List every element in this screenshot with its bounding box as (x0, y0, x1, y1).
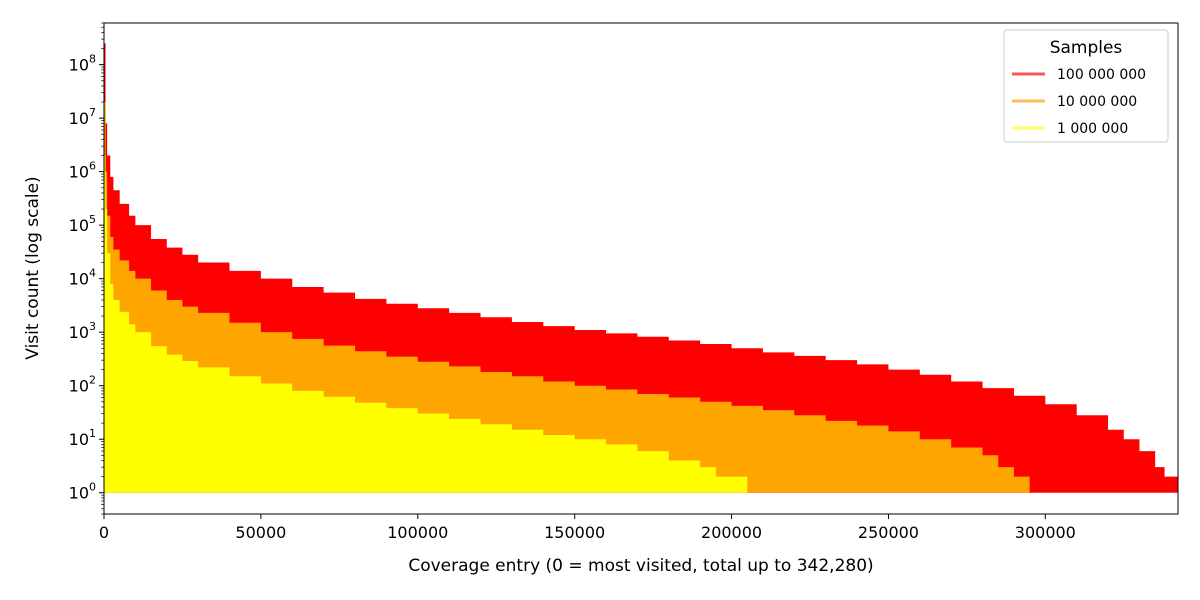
legend-items: 100 000 000 10 000 000 1 000 000 (1012, 67, 1146, 137)
legend: Samples 100 000 000 10 000 000 1 000 000 (1003, 29, 1169, 143)
y-axis-label: Visit count (log scale) (23, 176, 43, 359)
x-tick-label: 300000 (1015, 523, 1076, 542)
legend-title: Samples (1050, 38, 1123, 58)
legend-label: 100 000 000 (1057, 67, 1146, 83)
x-tick-label: 200000 (701, 523, 762, 542)
x-tick-label: 250000 (858, 523, 919, 542)
series-layer (104, 43, 1178, 493)
legend-frame (1003, 29, 1169, 143)
y-tick-label: 100 (69, 481, 96, 503)
y-tick-label: 102 (69, 374, 96, 396)
x-ticks: 0 50000 100000 150000 200000 250000 300000 (99, 514, 1076, 542)
y-tick-label: 103 (69, 320, 96, 342)
series-area-2 (104, 102, 1030, 493)
y-tick-label: 106 (69, 160, 96, 182)
x-axis-label: Coverage entry (0 = most visited, total … (408, 556, 873, 576)
x-tick-label: 0 (99, 523, 109, 542)
x-tick-label: 100000 (387, 523, 448, 542)
y-tick-label: 104 (69, 267, 96, 289)
x-tick-label: 150000 (544, 523, 605, 542)
y-tick-label: 108 (69, 53, 96, 75)
y-ticks: 100 101 102 103 104 105 106 107 108 (69, 22, 104, 515)
x-tick-label: 50000 (235, 523, 286, 542)
y-tick-label: 105 (69, 213, 96, 235)
legend-label: 1 000 000 (1057, 121, 1128, 137)
plot-frame (103, 22, 1179, 515)
y-tick-label: 101 (69, 427, 96, 449)
legend-label: 10 000 000 (1057, 94, 1137, 110)
y-tick-label: 107 (69, 106, 96, 128)
series-area-3 (104, 155, 748, 493)
